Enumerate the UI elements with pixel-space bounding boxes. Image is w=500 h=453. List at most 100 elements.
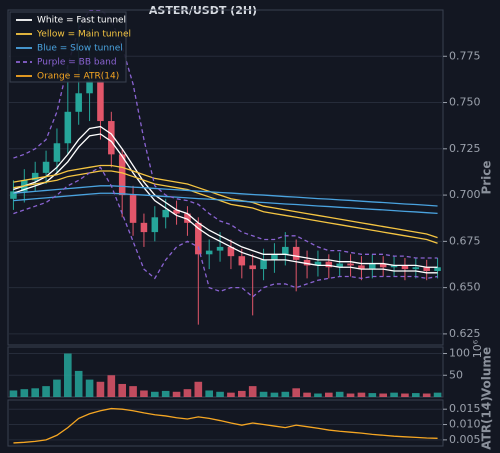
volume-bar: [433, 392, 442, 397]
volume-bar: [390, 392, 398, 397]
volume-bar: [281, 391, 290, 397]
volume-bar: [270, 392, 279, 397]
candle-body: [31, 172, 39, 181]
candle-body: [358, 265, 365, 270]
candle-body: [216, 246, 224, 251]
line: [13, 166, 438, 298]
y-tick-label: 0.005: [449, 433, 481, 446]
candle-body: [86, 80, 93, 94]
legend-box: [9, 11, 127, 83]
candle-body: [205, 250, 213, 255]
volume-bar: [314, 393, 322, 397]
legend-label: Purple = BB band: [37, 58, 117, 68]
volume-bar: [194, 381, 203, 397]
y-axis-label: ATR(14): [480, 396, 494, 449]
y-tick-label: 0.700: [449, 188, 481, 201]
candle-body: [434, 267, 441, 271]
volume-bar: [42, 386, 50, 397]
volume-bar: [248, 386, 257, 397]
volume-bar: [412, 393, 420, 397]
volume-bar: [53, 379, 61, 397]
candle-body: [97, 80, 104, 122]
y-tick-label: 50: [449, 368, 463, 381]
candle-body: [227, 246, 235, 257]
y-axis-label: Price: [480, 160, 494, 194]
y-tick-label: 0.010: [449, 418, 481, 431]
y-tick-label: 0.625: [449, 327, 481, 340]
line: [13, 185, 438, 207]
y-tick-label: 0.750: [449, 96, 481, 109]
candle-body: [292, 246, 300, 260]
y-tick-label: 0.650: [449, 281, 481, 294]
volume-bar: [216, 391, 224, 397]
volume-bar: [292, 388, 300, 397]
legend-label: White = Fast tunnel: [37, 16, 126, 26]
volume-bar: [151, 391, 159, 397]
axis-scale-label: 10⁶: [471, 339, 484, 358]
line: [13, 133, 438, 274]
volume-bar: [303, 392, 311, 397]
y-tick-label: 0.775: [449, 49, 481, 62]
line: [13, 170, 438, 244]
volume-bar: [368, 393, 377, 397]
candle-body: [336, 263, 343, 268]
volume-bar: [74, 370, 83, 397]
legend-label: Yellow = Main tunnel: [36, 30, 131, 40]
candle-body: [195, 222, 202, 255]
candle-body: [260, 259, 267, 270]
candle-body: [184, 213, 191, 223]
panel-frame: [7, 346, 444, 398]
line: [13, 164, 438, 239]
candle-body: [282, 246, 289, 255]
candle-body: [401, 265, 409, 270]
candle-body: [140, 222, 148, 233]
candle-body: [390, 265, 398, 268]
y-tick-label: 100: [449, 347, 470, 360]
volume-bar: [238, 390, 246, 397]
volume-bar: [140, 390, 148, 397]
volume-bar: [107, 375, 116, 397]
volume-bar: [422, 393, 431, 397]
volume-bar: [205, 390, 213, 397]
candle-body: [53, 143, 61, 162]
candle-body: [151, 217, 159, 233]
candle-body: [238, 256, 246, 266]
legend: White = Fast tunnel Yellow = Main tunnel B…: [9, 11, 131, 83]
volume-bar: [96, 381, 105, 397]
candle-body: [325, 261, 333, 268]
candle-body: [108, 121, 115, 155]
candle-body: [173, 209, 180, 214]
volume-bar: [9, 390, 18, 397]
y-axis-label: Volume: [480, 347, 494, 397]
legend-label: Orange = ATR(14): [37, 72, 119, 82]
volume-bar: [379, 393, 387, 397]
legend-label: Blue = Slow tunnel: [37, 44, 123, 54]
panel-frame: [7, 9, 444, 346]
volume-bar: [335, 391, 344, 397]
candle-body: [162, 209, 169, 218]
candle-body: [412, 267, 420, 270]
volume-bar: [183, 389, 192, 397]
volume-bar: [161, 390, 170, 397]
candle-body: [314, 261, 322, 266]
candle-body: [369, 263, 376, 270]
line: [13, 125, 438, 268]
volume-bar: [85, 379, 94, 397]
candle-body: [271, 254, 278, 260]
candle-body: [249, 265, 256, 270]
volume-bar: [325, 392, 333, 397]
candle-body: [10, 191, 17, 199]
line: [13, 192, 438, 215]
candle-body: [423, 267, 430, 271]
panel-frame: [7, 399, 444, 447]
y-tick-label: 0.015: [449, 402, 481, 415]
volume-bar: [31, 388, 39, 397]
y-tick-label: 0.725: [449, 142, 481, 155]
volume-bar: [227, 392, 235, 397]
line: [13, 407, 438, 444]
volume-bar: [401, 393, 409, 397]
candle-body: [347, 263, 354, 266]
plot-area: [10, 10, 441, 325]
